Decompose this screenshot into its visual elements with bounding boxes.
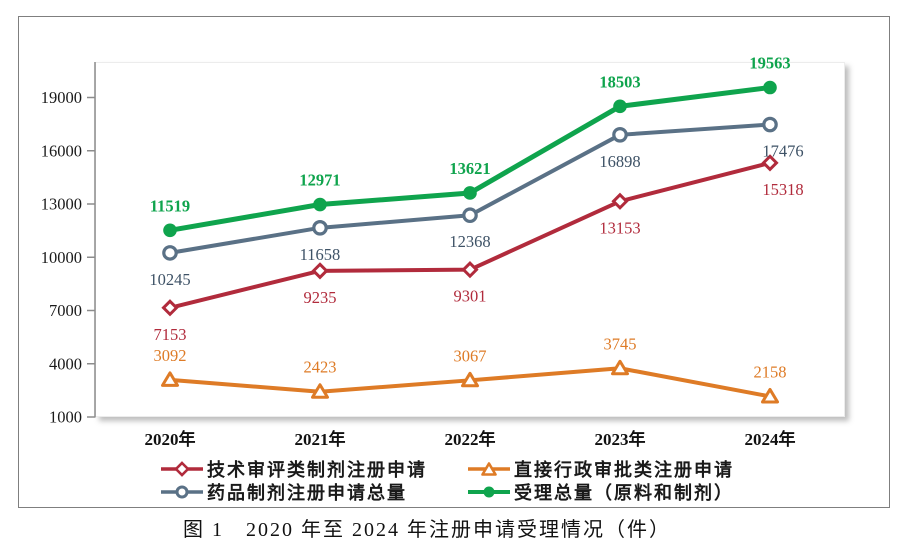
y-tick-label: 16000	[41, 141, 82, 160]
data-label: 3092	[154, 346, 187, 365]
figure-caption: 图 1 2020 年至 2024 年注册申请受理情况（件）	[183, 519, 671, 541]
legend-item-drug-total: 药品制剂注册申请总量	[160, 482, 407, 503]
x-tick-label: 2022年	[445, 429, 496, 449]
data-label: 11519	[150, 196, 190, 215]
y-tick-label: 13000	[41, 195, 82, 214]
x-tick-label: 2023年	[595, 429, 646, 449]
data-label: 16898	[599, 152, 640, 171]
data-label: 15318	[762, 180, 803, 199]
data-label: 9301	[454, 287, 487, 306]
data-label: 3067	[454, 346, 487, 365]
data-label: 11658	[300, 245, 341, 264]
plot-area	[95, 62, 845, 417]
triangle-marker-icon	[468, 462, 510, 476]
data-label: 9235	[304, 288, 337, 307]
legend-label: 技术审评类制剂注册申请	[207, 460, 427, 480]
data-label: 10245	[149, 270, 190, 289]
legend-label: 直接行政审批类注册申请	[514, 460, 734, 480]
legend-label: 药品制剂注册申请总量	[207, 483, 407, 503]
data-label: 18503	[599, 72, 640, 91]
y-tick-label: 4000	[49, 354, 82, 373]
data-label: 7153	[154, 325, 187, 344]
y-tick-label: 1000	[49, 408, 82, 427]
circle-filled-marker-icon	[468, 486, 510, 498]
data-label: 19563	[749, 54, 790, 73]
legend-item-accept-total: 受理总量（原料和制剂）	[467, 482, 734, 503]
y-tick-label: 10000	[41, 248, 82, 267]
y-tick-label: 19000	[41, 88, 82, 107]
data-label: 17476	[762, 142, 803, 161]
diamond-marker-icon	[161, 461, 203, 477]
legend-label: 受理总量（原料和制剂）	[514, 483, 734, 503]
data-label: 2158	[754, 362, 787, 381]
data-label: 2423	[304, 358, 337, 377]
data-label: 12368	[449, 232, 490, 251]
legend-item-tech-review: 技术审评类制剂注册申请	[160, 459, 427, 480]
data-label: 12971	[299, 171, 340, 190]
legend-item-direct-admin: 直接行政审批类注册申请	[467, 459, 734, 480]
series-2: 10245 11658 12368 16898 17476	[149, 116, 804, 289]
data-label: 13621	[449, 159, 490, 178]
x-tick-label: 2024年	[745, 429, 796, 449]
series-3: 11519 12971 13621 18503 19563	[150, 54, 791, 238]
x-tick-label: 2020年	[145, 429, 196, 449]
x-tick-label: 2021年	[295, 429, 346, 449]
circle-open-marker-icon	[161, 485, 203, 499]
series-1: 3092 2423 3067 3745 2158	[154, 334, 787, 404]
data-label: 13153	[599, 218, 640, 237]
series-0: 7153 9235 9301 13153 15318	[154, 154, 804, 344]
y-tick-label: 7000	[49, 301, 82, 320]
data-label: 3745	[604, 334, 637, 353]
